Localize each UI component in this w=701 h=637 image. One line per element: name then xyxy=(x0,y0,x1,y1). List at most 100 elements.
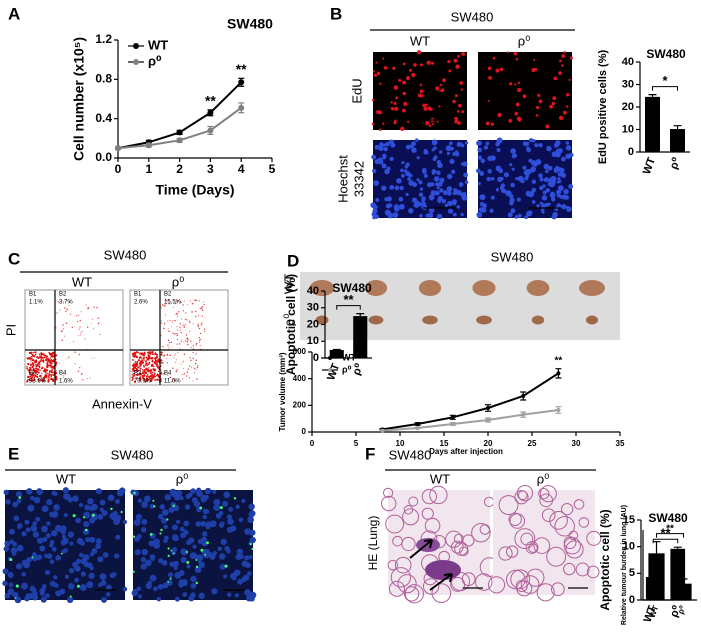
cell xyxy=(134,549,141,556)
cell xyxy=(447,59,451,64)
alveolus xyxy=(533,537,551,554)
cell xyxy=(105,592,111,597)
cell xyxy=(525,168,532,175)
cell xyxy=(45,369,48,372)
cell xyxy=(166,518,169,521)
cell xyxy=(459,81,464,85)
cell xyxy=(431,122,434,125)
cell xyxy=(188,377,190,379)
cell xyxy=(559,59,562,63)
cell xyxy=(238,517,244,523)
significance: ** xyxy=(205,93,216,109)
cell xyxy=(15,491,23,498)
error-bar xyxy=(652,541,661,554)
cell xyxy=(5,499,11,505)
cell xyxy=(173,357,175,359)
cell xyxy=(48,373,51,376)
cell xyxy=(80,571,87,577)
cell xyxy=(488,75,492,80)
cell xyxy=(180,339,182,341)
cell xyxy=(149,352,152,355)
cell xyxy=(181,318,183,320)
cell xyxy=(24,519,30,525)
cell xyxy=(563,188,569,195)
cell xyxy=(244,589,252,596)
cell xyxy=(192,357,194,360)
cell xyxy=(376,71,381,76)
cell xyxy=(172,332,174,334)
cell xyxy=(143,351,146,354)
alveolus xyxy=(479,524,491,535)
cell xyxy=(453,116,459,122)
cell xyxy=(536,204,540,208)
cell xyxy=(245,562,251,569)
cell xyxy=(201,322,203,324)
cell xyxy=(63,512,68,518)
cell xyxy=(133,374,136,377)
cell xyxy=(185,329,186,331)
cell xyxy=(477,147,483,153)
cell xyxy=(220,538,227,546)
cell xyxy=(168,328,169,329)
cell xyxy=(45,593,50,598)
cell xyxy=(180,341,182,343)
cell xyxy=(139,367,142,370)
cell xyxy=(171,321,173,323)
cell xyxy=(418,180,423,185)
cell xyxy=(137,594,143,599)
cell xyxy=(65,322,68,325)
legend-marker xyxy=(133,43,139,49)
cell xyxy=(197,365,199,367)
cell xyxy=(195,581,198,585)
cell xyxy=(403,101,408,106)
cell xyxy=(516,197,521,202)
cell xyxy=(40,596,47,603)
cell xyxy=(187,343,189,346)
cell xyxy=(99,507,104,512)
cell xyxy=(161,509,169,516)
cell xyxy=(389,185,395,190)
cell xyxy=(133,363,136,366)
legend-marker xyxy=(133,59,139,65)
cell xyxy=(37,371,40,374)
cell xyxy=(202,301,204,303)
cell xyxy=(248,503,255,510)
y-tick-label: 600 xyxy=(293,347,307,356)
cell xyxy=(89,536,96,543)
alveolus xyxy=(390,567,412,588)
cell xyxy=(479,194,486,201)
cell xyxy=(192,345,195,347)
cell xyxy=(545,188,550,193)
cell xyxy=(235,504,240,510)
cell xyxy=(394,119,397,123)
cell xyxy=(569,56,573,60)
cell xyxy=(164,535,169,541)
cell xyxy=(416,156,420,160)
cell xyxy=(53,504,60,511)
cell xyxy=(187,368,189,370)
cell xyxy=(189,321,191,323)
cell xyxy=(431,169,437,174)
bar xyxy=(329,349,344,358)
error-bar xyxy=(648,94,657,97)
cell xyxy=(209,553,216,560)
cell xyxy=(530,168,534,173)
cell xyxy=(16,544,24,552)
cell xyxy=(176,489,183,497)
cell xyxy=(64,307,66,309)
cell xyxy=(541,210,545,214)
cell xyxy=(169,376,172,379)
cell xyxy=(560,195,564,199)
cell xyxy=(133,380,136,383)
cell xyxy=(375,197,380,202)
cell xyxy=(158,378,160,381)
cell xyxy=(186,319,188,321)
cell xyxy=(537,93,541,97)
cell xyxy=(198,300,200,302)
cell xyxy=(21,531,27,537)
cell xyxy=(168,572,174,578)
cell xyxy=(36,373,39,376)
cell xyxy=(40,374,42,376)
cell xyxy=(30,351,33,354)
